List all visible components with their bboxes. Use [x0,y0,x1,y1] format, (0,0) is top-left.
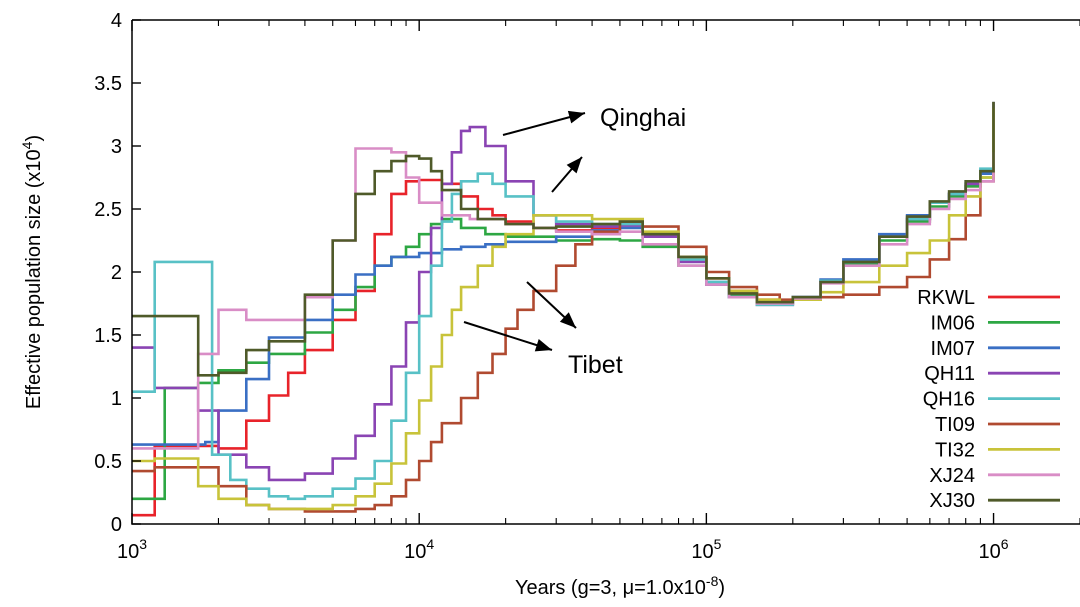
qinghai-arrow-1-head [567,110,585,124]
legend-label-im06: IM06 [931,312,975,334]
series-layer [132,101,995,517]
x-axis-label: Years (g=3, μ=1.0x10-8) [515,573,725,599]
series-line-ti32 [132,108,995,511]
legend-label-xj30: XJ30 [929,490,975,512]
series-line-qh11 [132,101,995,482]
legend-label-ti09: TI09 [935,414,975,436]
y-tick-label: 4 [111,10,122,32]
legend-label-ti32: TI32 [935,439,975,461]
x-tick-label: 103 [117,536,147,563]
tibet-arrow-1-head [559,312,576,328]
x-axis-label-sup: -8 [706,573,719,589]
legend-label-im07: IM07 [931,338,975,360]
y-tick-label: 1.5 [94,325,122,347]
y-tick-label: 1 [111,388,122,410]
annotations [463,110,586,352]
y-tick-label: 2.5 [94,199,122,221]
x-tick-label: 105 [691,536,721,563]
qinghai-arrow-2-head [566,157,582,174]
legend-label-xj24: XJ24 [929,465,975,487]
x-tick-label: 106 [979,536,1009,563]
series-line-im06 [132,101,995,501]
series-line-xj24 [132,147,995,450]
y-axis-label-sup: 4 [19,141,35,149]
y-tick-label: 3 [111,136,122,158]
series-line-im07 [132,108,995,446]
x-tick-label: 104 [404,536,434,563]
series-line-ti09 [132,108,995,513]
legend-label-qh11: QH11 [924,363,975,385]
annotation-tibet: Tibet [568,351,623,379]
series-line-rkwl [132,108,995,517]
legend-label-qh16: QH16 [923,389,975,411]
axes: 0 0.5 1 1.5 2 2.5 3 3.5 4 103 104 105 106 [94,10,1080,563]
y-tick-label: 0 [111,514,122,536]
series-line-qh16 [132,108,995,501]
series-line-xj30 [132,101,995,377]
y-axis-label: Effective population size (x104) [19,135,45,409]
y-tick-label: 3.5 [94,73,122,95]
tibet-arrow-2-head [534,338,552,352]
legend: RKWL IM06 IM07 QH11 QH16 TI09 TI32 XJ24 XJ30 [917,287,1060,512]
annotation-qinghai: Qinghai [600,104,686,132]
y-tick-label: 2 [111,262,122,284]
legend-label-rkwl: RKWL [917,287,975,309]
y-tick-label: 0.5 [94,451,122,473]
